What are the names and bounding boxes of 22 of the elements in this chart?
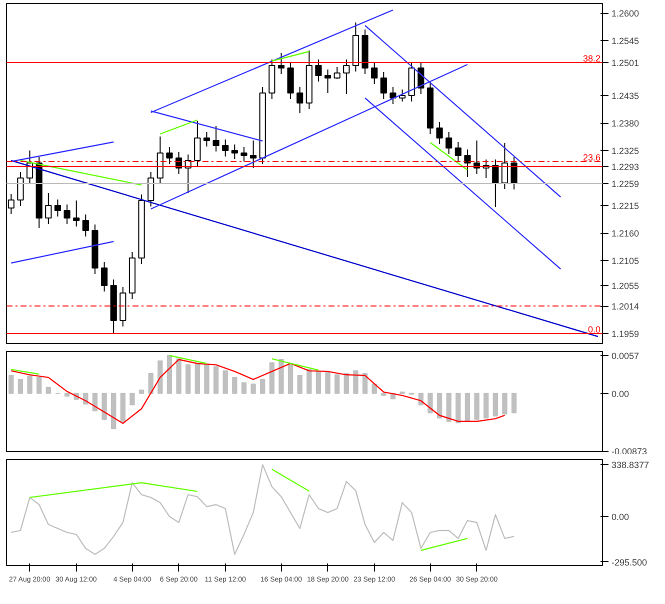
y-tick-label: 338.8377 <box>612 460 650 470</box>
annotation: 23.6 <box>582 152 601 162</box>
y-tick-label: 1.2600 <box>612 8 640 18</box>
y-tick-label: 1.2014 <box>612 302 640 312</box>
y-tick-label: 1.2380 <box>612 118 640 128</box>
y-tick-label: 1.2435 <box>612 91 640 101</box>
y-tick-label: 1.2105 <box>612 256 640 266</box>
y-tick-label: 1.2160 <box>612 228 640 238</box>
y-tick-label: 1.2501 <box>612 58 640 68</box>
y-tick-label: 1.2215 <box>612 201 640 211</box>
y-tick-label: -295.500 <box>612 557 648 568</box>
y-tick-label: 1.2259 <box>612 179 640 189</box>
y-tick-label: 0.0057 <box>612 350 640 361</box>
y-tick-label: 1.2055 <box>612 281 640 291</box>
annotation: 0.0 <box>588 324 601 334</box>
y-tick-label: 1.1959 <box>612 329 640 339</box>
y-tick-label: 1.2545 <box>612 36 640 46</box>
y-tick-label: 0.00 <box>612 388 630 399</box>
y-tick-label: 1.2325 <box>612 146 640 156</box>
y-tick-label: 1.2293 <box>612 162 640 172</box>
y-tick-label: 0.00 <box>612 512 630 522</box>
annotation: 38.2 <box>582 54 601 64</box>
